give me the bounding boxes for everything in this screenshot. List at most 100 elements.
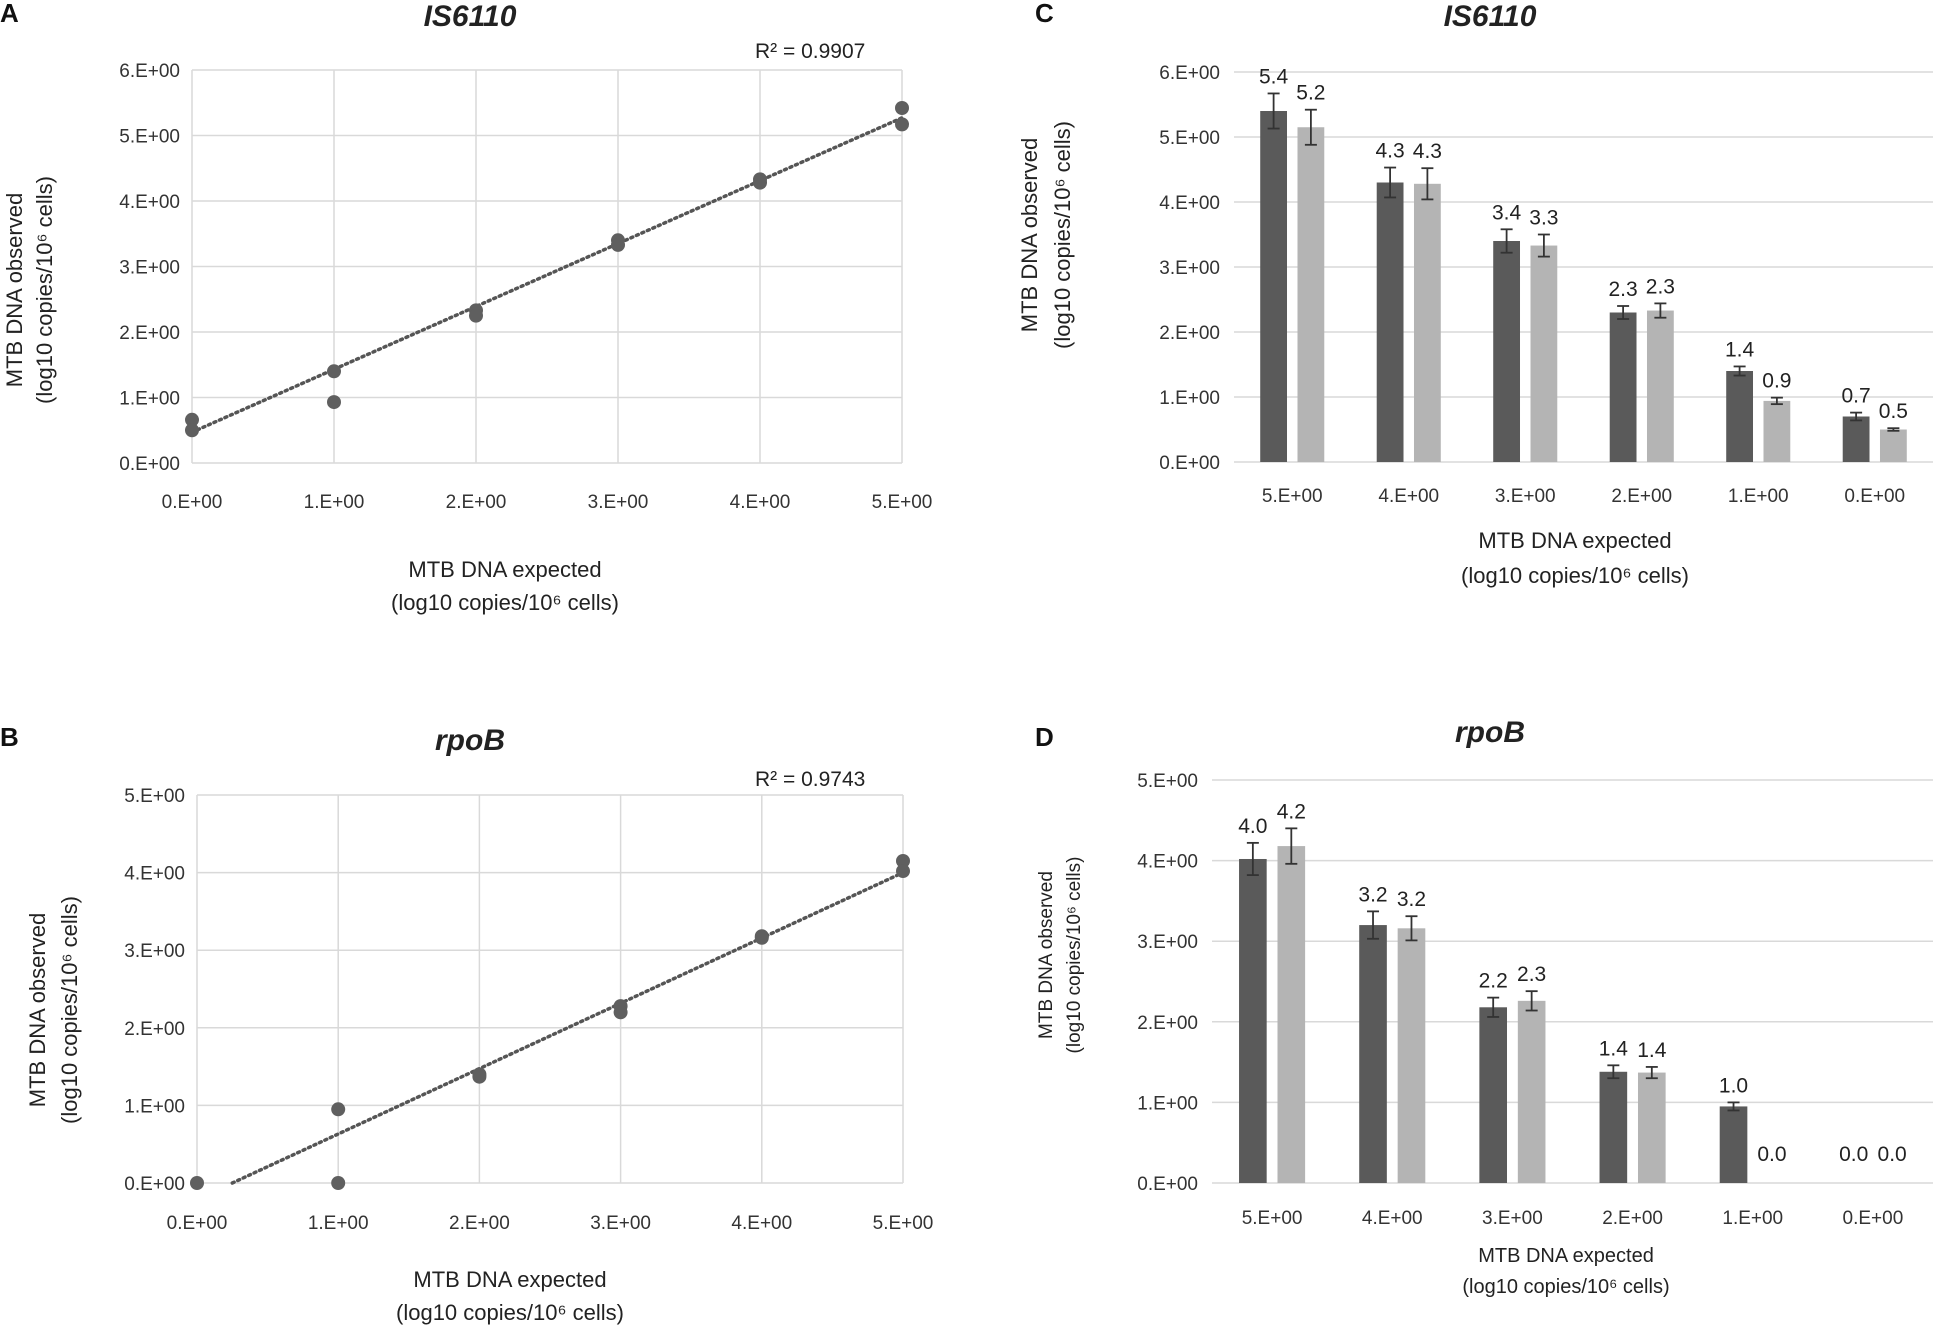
panel-c-data-label: 3.3 xyxy=(1529,207,1558,230)
panel-c-category-label: 1.E+00 xyxy=(1728,486,1789,507)
panel-d-bar-series1 xyxy=(1599,1071,1628,1183)
panel-c-plot: 0.E+00 1.E+00 2.E+00 3.E+00 4.E+00 5.E+00 6.E+… xyxy=(1159,63,1933,507)
panel-d-title: rpoB xyxy=(1455,716,1525,749)
panel-b-y-tick-label: 5.E+00 xyxy=(124,786,185,807)
panel-b-data-point xyxy=(896,864,910,879)
panel-d-data-label: 2.3 xyxy=(1517,963,1546,986)
panel-d-bar-series1 xyxy=(1359,925,1387,1183)
panel-d-bar-series2 xyxy=(1277,846,1306,1183)
panel-d-plot: 0.E+00 1.E+00 2.E+00 3.E+00 4.E+00 5.E+00 5.E+… xyxy=(1137,771,1933,1229)
panel-letter-a: A xyxy=(0,0,19,28)
panel-d-category-label: 1.E+00 xyxy=(1722,1208,1783,1229)
panel-c-ylabel-line2: (log10 copies/10⁶ cells) xyxy=(1050,121,1075,349)
panel-letter-b: B xyxy=(0,722,19,752)
panel-a-data-point xyxy=(611,237,625,252)
panel-c-y-tick-label: 2.E+00 xyxy=(1159,323,1220,344)
panel-b-x-tick-label: 5.E+00 xyxy=(873,1213,934,1234)
panel-c-bar-series1 xyxy=(1260,111,1288,462)
panel-a-y-tick-label: 4.E+00 xyxy=(119,192,180,213)
panel-d-bar-series2 xyxy=(1397,928,1426,1183)
panel-c-bar-series2 xyxy=(1646,310,1674,462)
panel-d-y-tick-label: 5.E+00 xyxy=(1137,771,1198,792)
panel-c-category-label: 3.E+00 xyxy=(1495,486,1556,507)
panel-d-category-label: 2.E+00 xyxy=(1602,1208,1663,1229)
panel-d-category-label: 4.E+00 xyxy=(1362,1208,1423,1229)
panel-a-y-tick-label: 0.E+00 xyxy=(119,454,180,475)
panel-c-bar-series2 xyxy=(1413,183,1441,463)
panel-b-y-tick-label: 0.E+00 xyxy=(124,1174,185,1195)
panel-c-y-tick-label: 5.E+00 xyxy=(1159,128,1220,149)
panel-d-bar-series1 xyxy=(1479,1007,1508,1183)
panel-b-y-tick-label: 3.E+00 xyxy=(124,941,185,962)
panel-a-y-tick-label: 1.E+00 xyxy=(119,389,180,410)
panel-b-y-tick-label: 1.E+00 xyxy=(124,1096,185,1117)
panel-a: A IS6110 R² = 0.9907 MTB DNA expected (l… xyxy=(0,0,932,615)
panel-a-data-point xyxy=(185,412,199,427)
panel-a-xlabel-line1: MTB DNA expected xyxy=(408,557,601,582)
panel-a-ylabel-line1: MTB DNA observed xyxy=(2,193,27,387)
panel-c-data-label: 3.4 xyxy=(1492,201,1522,224)
panel-b-data-point xyxy=(331,1102,346,1117)
panel-c-bar-series2 xyxy=(1297,127,1325,462)
panel-a-data-point xyxy=(185,423,199,438)
panel-b-plot: 0.E+00 1.E+00 2.E+00 3.E+00 4.E+00 5.E+00 0.E+… xyxy=(124,786,933,1234)
panel-d-y-tick-label: 4.E+00 xyxy=(1137,852,1198,873)
panel-d-data-label: 1.4 xyxy=(1637,1039,1667,1062)
panel-c-data-label: 0.5 xyxy=(1879,400,1908,423)
panel-d-y-tick-label: 0.E+00 xyxy=(1137,1174,1198,1195)
panel-a-y-tick-label: 5.E+00 xyxy=(119,127,180,148)
panel-c-data-label: 1.4 xyxy=(1725,338,1755,361)
panel-a-y-tick-label: 3.E+00 xyxy=(119,258,180,279)
panel-c-data-label: 2.3 xyxy=(1609,278,1638,301)
panel-a-y-tick-label: 2.E+00 xyxy=(119,323,180,344)
panel-b-data-point xyxy=(472,1069,487,1084)
panel-d-xlabel-line1: MTB DNA expected xyxy=(1478,1245,1654,1267)
panel-letter-d: D xyxy=(1035,722,1054,752)
panel-d-bar-series2 xyxy=(1517,1000,1546,1183)
panel-b-x-tick-label: 4.E+00 xyxy=(731,1213,792,1234)
panel-c-data-label: 4.3 xyxy=(1413,140,1442,163)
panel-d-category-label: 3.E+00 xyxy=(1482,1208,1543,1229)
panel-a-data-point xyxy=(327,395,341,410)
panel-d-data-label: 0.0 xyxy=(1757,1143,1786,1166)
panel-b-ylabel-line1: MTB DNA observed xyxy=(25,913,50,1107)
panel-c-bar-series1 xyxy=(1842,416,1870,462)
panel-b-x-tick-label: 0.E+00 xyxy=(167,1213,228,1234)
panel-d-ylabel-line1: MTB DNA observed xyxy=(1036,871,1057,1039)
panel-d-data-label: 0.0 xyxy=(1839,1143,1868,1166)
panel-d-data-label: 1.0 xyxy=(1719,1074,1748,1097)
panel-d-data-label: 0.0 xyxy=(1878,1143,1907,1166)
panel-a-data-point xyxy=(469,308,483,323)
panel-c-bar-series2 xyxy=(1530,245,1558,462)
panel-a-xlabel-line2: (log10 copies/10⁶ cells) xyxy=(391,590,619,615)
panel-b-y-tick-label: 2.E+00 xyxy=(124,1019,185,1040)
panel-d-data-label: 4.2 xyxy=(1277,800,1306,823)
panel-d-bar-series2 xyxy=(1637,1072,1666,1183)
panel-b-data-point xyxy=(896,853,910,868)
panel-c-data-label: 2.3 xyxy=(1646,275,1675,298)
panel-letter-c: C xyxy=(1035,0,1054,28)
panel-d-bar-series1 xyxy=(1719,1106,1748,1183)
panel-b-title: rpoB xyxy=(435,724,505,757)
panel-b-trendline xyxy=(230,870,905,1185)
panel-b-data-point xyxy=(190,1176,204,1190)
panel-a-x-tick-label: 2.E+00 xyxy=(446,492,507,513)
panel-b-ylabel-line2: (log10 copies/10⁶ cells) xyxy=(57,896,82,1124)
panel-a-x-tick-label: 3.E+00 xyxy=(588,492,649,513)
panel-a-title: IS6110 xyxy=(424,0,517,33)
panel-a-x-tick-label: 4.E+00 xyxy=(730,492,791,513)
panel-c-title: IS6110 xyxy=(1444,0,1537,33)
panel-b-data-point xyxy=(754,930,769,945)
panel-d-xlabel-line2: (log10 copies/10⁶ cells) xyxy=(1462,1276,1669,1298)
panel-c-bar-series2 xyxy=(1879,429,1907,462)
panel-c-y-tick-label: 1.E+00 xyxy=(1159,388,1220,409)
panel-a-data-point xyxy=(327,364,341,379)
panel-a-data-point xyxy=(753,175,767,190)
panel-c-y-tick-label: 0.E+00 xyxy=(1159,453,1220,474)
panel-b-data-point xyxy=(331,1176,346,1190)
panel-d-data-label: 4.0 xyxy=(1238,815,1267,838)
panel-c-bar-series1 xyxy=(1376,182,1404,462)
panel-d-data-label: 3.2 xyxy=(1397,888,1426,911)
panel-c-bar-series1 xyxy=(1726,371,1754,462)
